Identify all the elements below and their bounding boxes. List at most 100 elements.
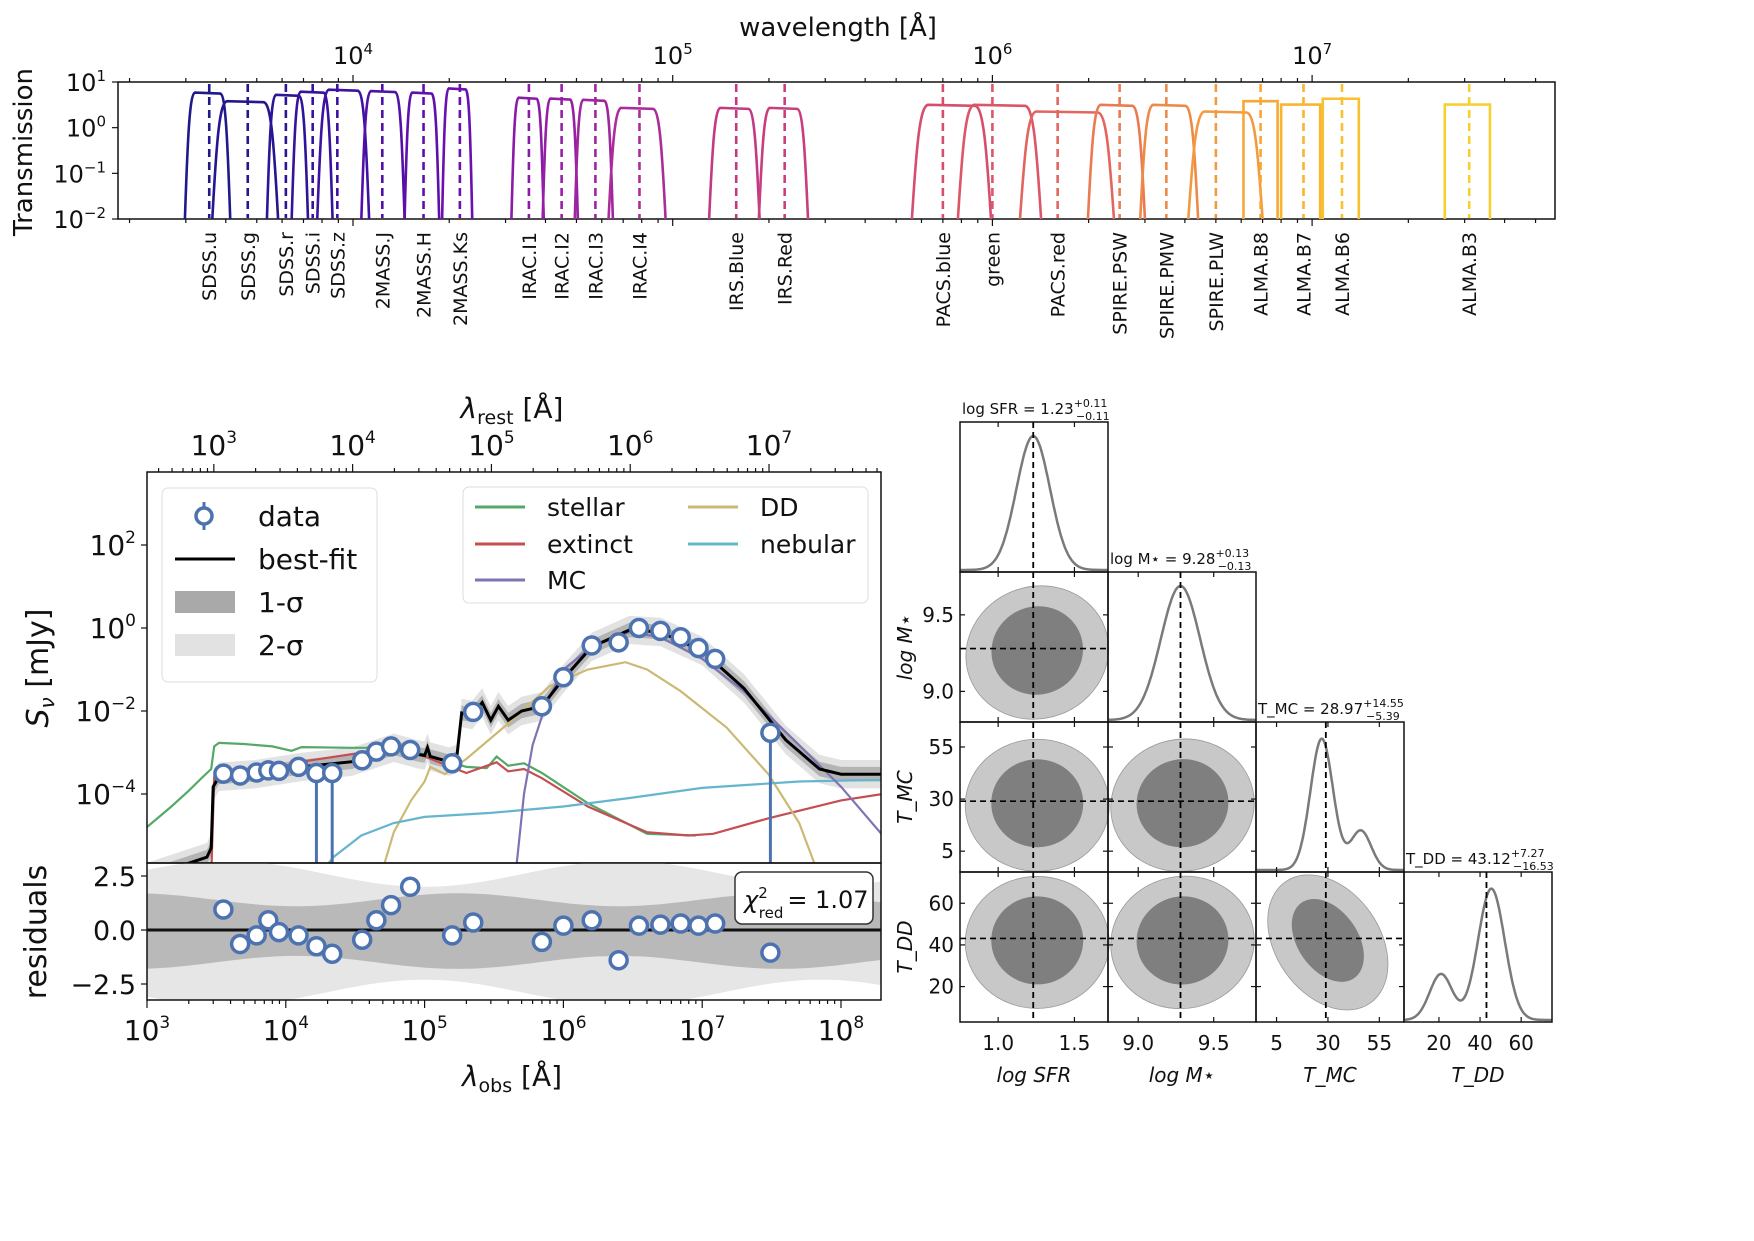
residual-point (688, 915, 709, 936)
sed-top-xtick-label: 103 (191, 428, 237, 462)
corner-cell-logM-logSFR (959, 571, 1109, 723)
corner-title-main: T_MC = 28.97 (1257, 700, 1363, 719)
residual-point (462, 912, 484, 933)
legend-component-label: extinct (547, 530, 633, 559)
filter-ytick-label-exp: 1 (96, 67, 106, 85)
corner-title-lower: −0.13 (1218, 560, 1252, 573)
corner-cell-TDD-TDD: T_DD = 43.12+7.27 −16.53 (1403, 847, 1554, 1023)
corner-row-label: T_MC (893, 770, 917, 823)
sed-ytick-label-exp: −2 (111, 694, 136, 714)
sed-ytick-label: 10−4 (75, 777, 136, 811)
residual-ytick-label: 2.5 (93, 862, 136, 893)
sed-ylabel: Sν [mJy] (21, 609, 59, 728)
corner-cell-frame (1255, 721, 1405, 873)
corner-title-lower: −5.39 (1366, 710, 1400, 723)
filter-curve-2MASS.H (403, 91, 441, 220)
corner-row-label: T_DD (893, 920, 917, 973)
sed-xtick-label-exp: 4 (298, 1013, 309, 1033)
sed-top-xtick-label-exp: 3 (226, 428, 237, 448)
filter-label: IRAC.I1 (519, 232, 541, 300)
filter-curve-IRAC.I3 (573, 98, 615, 220)
filter-label: SDSS.u (199, 232, 221, 301)
corner-ytick-label: 30 (929, 787, 954, 811)
filter-xtick-label-exp: 7 (1323, 40, 1333, 58)
corner-title-lower: −16.53 (1513, 860, 1554, 873)
sed-top-xlabel: λrest [Å] (459, 391, 564, 429)
filter-curve-IRAC.I2 (541, 97, 580, 220)
filter-label: SDSS.z (327, 232, 349, 299)
residual-point (268, 921, 290, 943)
corner-marginal-pdf (1403, 887, 1552, 1022)
corner-xtick-label: 5 (1270, 1031, 1283, 1055)
corner-row-label: log M⋆ (893, 614, 917, 681)
filter-label: SDSS.g (238, 232, 260, 301)
sed-data-point (650, 620, 671, 642)
filter-curve-2MASS.Ks (440, 87, 474, 220)
corner-ytick-label: 5 (941, 839, 954, 863)
sed-data-point (229, 765, 251, 786)
filter-curve-IRAC.I1 (510, 96, 546, 220)
filter-label: PACS.red (1048, 232, 1070, 317)
residual-point (441, 925, 463, 946)
sed-ytick-label-base: 10 (90, 529, 126, 562)
sed-top-xtick-label: 107 (746, 428, 792, 462)
corner-contour-1sigma (991, 759, 1084, 848)
filter-label: ALMA.B3 (1459, 232, 1481, 316)
corner-col-label: log M⋆ (1149, 1063, 1216, 1087)
corner-title-main: log M⋆ = 9.28 (1110, 550, 1215, 568)
sed-ytick-label-base: 10 (75, 695, 111, 728)
sed-curve-dd (383, 661, 816, 863)
corner-contour-1sigma (1136, 759, 1229, 848)
filter-curve-ALMA.B7 (1279, 103, 1322, 220)
sed-xtick-label: 103 (124, 1013, 170, 1047)
sed-xtick-label: 107 (679, 1013, 725, 1047)
residual-points (213, 876, 781, 971)
sed-data-points (213, 617, 781, 863)
corner-title-main: T_DD = 43.12 (1405, 850, 1511, 869)
residual-point (213, 899, 234, 920)
filter-xticks: 104 105 106 107 (128, 40, 1537, 226)
corner-contour-1sigma (991, 606, 1084, 695)
corner-xtick-label: 40 (1467, 1031, 1492, 1055)
filter-ytick-label-base: 10 (66, 115, 97, 143)
sed-top-xtick-label-base: 10 (468, 429, 504, 462)
filter-xlabel: wavelength [Å] (739, 11, 937, 43)
filter-xtick-label-exp: 6 (1003, 40, 1013, 58)
filter-label: IRS.Red (775, 232, 797, 305)
filter-plot-frame (117, 81, 1556, 220)
residual-point (581, 910, 602, 931)
filter-xtick-label-exp: 4 (364, 40, 374, 58)
corner-xtick-label: 9.5 (1198, 1031, 1230, 1055)
sed-xtick-label-exp: 8 (853, 1013, 864, 1033)
sed-data-point (441, 753, 463, 774)
filter-transmission-panel: wavelength [Å] Transmission 104 105 106 107… (9, 11, 1556, 339)
corner-col-label: T_DD (1451, 1063, 1504, 1087)
corner-title: T_DD = 43.12+7.27 −16.53 (1405, 847, 1554, 873)
legend-component-label: nebular (760, 530, 856, 559)
filter-ytick-label: 10−1 (53, 158, 106, 188)
filter-xtick-label-base: 10 (653, 42, 684, 70)
filter-label: IRAC.I2 (552, 232, 574, 300)
filter-curves (183, 84, 1492, 220)
sed-top-xtick-label-exp: 4 (365, 428, 376, 448)
filter-ytick-label: 100 (66, 113, 106, 143)
legend-components: stellar DD extinct nebular MC (462, 486, 869, 604)
corner-title-upper: +14.55 (1363, 697, 1404, 710)
filter-label: IRAC.I4 (629, 232, 651, 300)
sed-data-point (268, 760, 290, 782)
legend-component-label: MC (547, 566, 586, 595)
residual-point (628, 915, 650, 936)
filter-xtick-label-exp: 5 (683, 40, 693, 58)
filter-curve-IRS.Red (757, 106, 810, 220)
legend-left-label: 1-σ (258, 586, 304, 619)
filter-label: 2MASS.J (372, 232, 394, 309)
sed-ytick-label-exp: 0 (125, 611, 136, 631)
residual-point (553, 915, 574, 936)
sed-top-xtick-label: 105 (468, 428, 514, 462)
residual-point (531, 931, 553, 953)
sed-curve-nebular (327, 778, 881, 863)
corner-title-upper: +0.11 (1074, 397, 1108, 410)
chi2-annotation: χ2 red = 1.07 (734, 871, 874, 925)
